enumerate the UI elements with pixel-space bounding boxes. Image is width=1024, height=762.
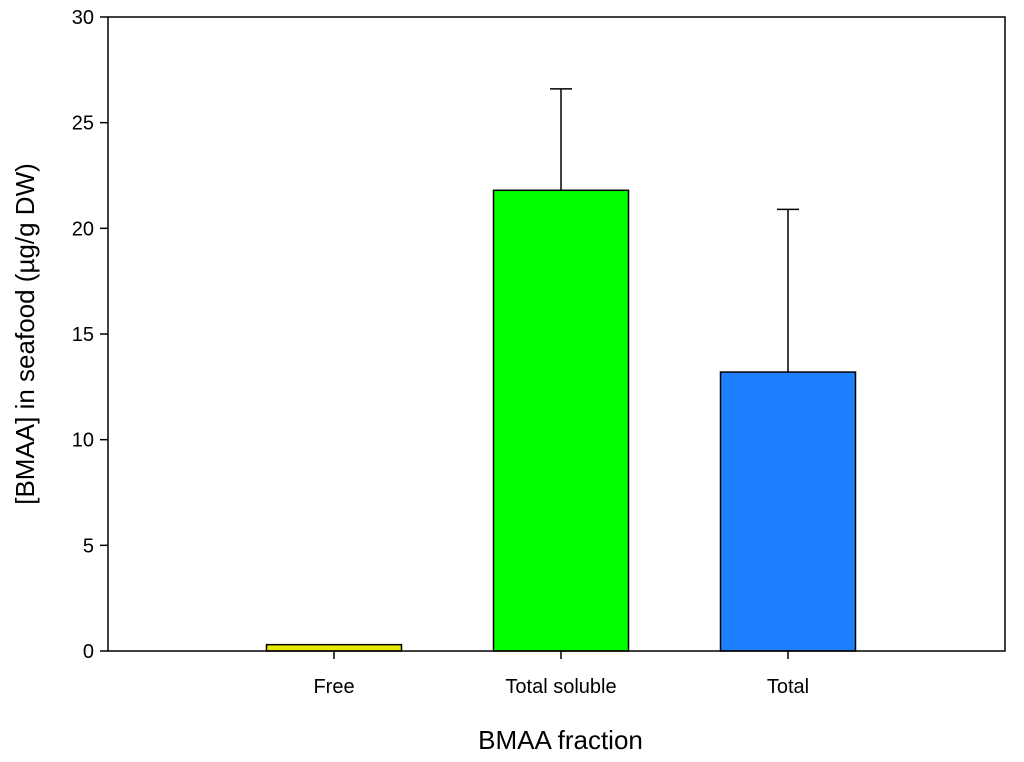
x-tick-label: Total: [767, 676, 809, 698]
bars-layer: [265, 189, 857, 652]
x-tick-label: Free: [313, 676, 354, 698]
y-tick-label: 25: [72, 113, 94, 135]
x-tick-label: Total soluble: [505, 676, 616, 698]
bar-total-soluble: [492, 189, 630, 652]
y-axis-title: [BMAA] in seafood (µg/g DW): [10, 163, 40, 505]
x-axis-ticks: Free Total soluble Total: [313, 651, 809, 698]
y-tick-label: 10: [72, 430, 94, 452]
error-bars-layer: [550, 88, 799, 373]
y-tick-label: 20: [72, 218, 94, 240]
y-tick-label: 5: [83, 535, 94, 557]
bar-total: [719, 371, 857, 652]
x-axis-title: BMAA fraction: [478, 725, 643, 755]
bar-free: [265, 643, 403, 652]
y-tick-label: 30: [72, 7, 94, 29]
y-axis-ticks: 0 5 10 15 20 25 30: [72, 7, 108, 663]
y-tick-label: 0: [83, 641, 94, 663]
y-tick-label: 15: [72, 324, 94, 346]
